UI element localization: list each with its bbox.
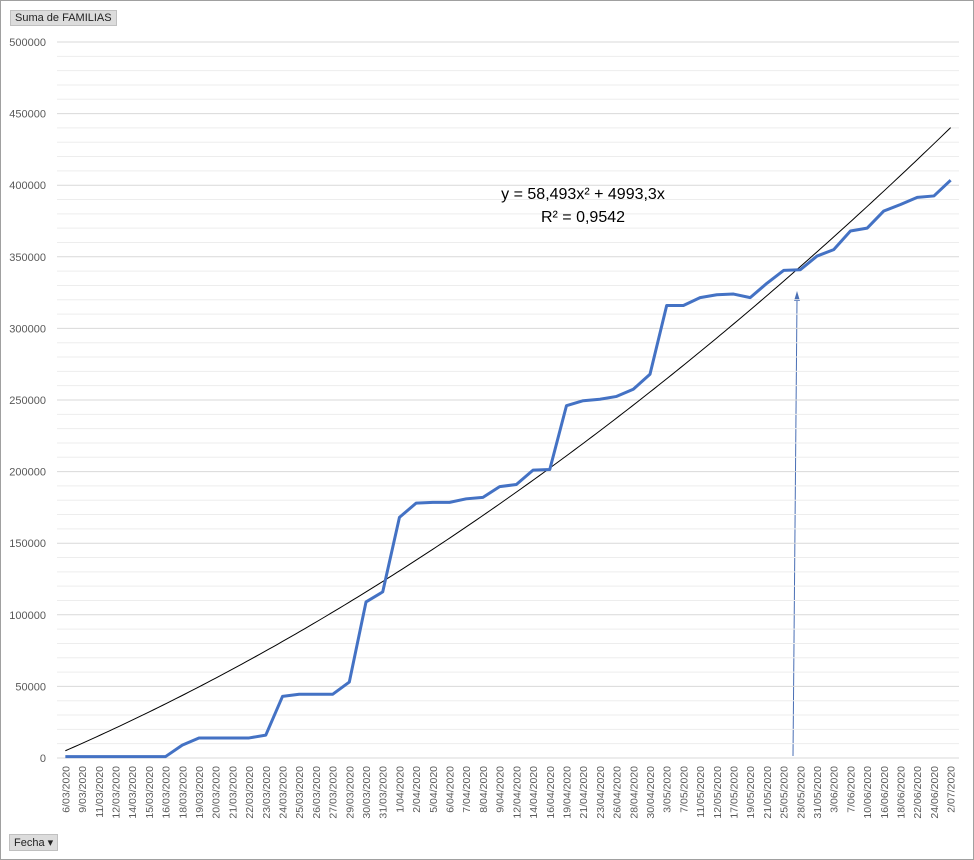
x-tick-label: 24/03/2020 (278, 766, 290, 819)
annotation-arrow (792, 298, 798, 757)
x-tick-label: 21/04/2020 (578, 766, 590, 819)
y-tick-label: 0 (40, 753, 46, 765)
x-tick-label: 25/05/2020 (779, 766, 791, 819)
field-button[interactable]: Suma de FAMILIAS (10, 10, 117, 26)
x-tick-label: 3/06/2020 (829, 766, 841, 813)
x-tick-label: 18/06/2020 (896, 766, 908, 819)
x-tick-label: 26/04/2020 (612, 766, 624, 819)
arrow-head (794, 291, 800, 301)
x-tick-label: 29/03/2020 (344, 766, 356, 819)
x-tick-label: 6/04/2020 (445, 766, 457, 813)
x-tick-label: 31/03/2020 (378, 766, 390, 819)
x-tick-label: 2/04/2020 (411, 766, 423, 813)
x-tick-label: 14/03/2020 (127, 766, 139, 819)
x-tick-label: 11/03/2020 (94, 766, 106, 818)
trendline-r-squared: R² = 0,9542 (541, 209, 625, 226)
x-tick-label: 24/06/2020 (929, 766, 941, 819)
x-tick-label: 16/03/2020 (161, 766, 173, 819)
axis-button-label: Fecha (14, 837, 45, 849)
x-tick-label: 8/04/2020 (478, 766, 490, 813)
x-tick-label: 11/05/2020 (695, 766, 707, 818)
x-tick-label: 7/04/2020 (461, 766, 473, 813)
x-tick-label: 5/04/2020 (428, 766, 440, 813)
y-tick-label: 400000 (9, 180, 46, 192)
y-tick-label: 100000 (9, 610, 46, 622)
x-tick-label: 22/06/2020 (912, 766, 924, 819)
x-tick-label: 15/03/2020 (144, 766, 156, 819)
trendline (65, 127, 951, 752)
x-tick-label: 21/05/2020 (762, 766, 774, 819)
x-tick-label: 7/05/2020 (678, 766, 690, 813)
x-tick-label: 14/04/2020 (528, 766, 540, 819)
x-tick-label: 30/03/2020 (361, 766, 373, 819)
x-tick-label: 19/05/2020 (745, 766, 757, 819)
data-line (65, 179, 952, 759)
x-tick-label: 12/03/2020 (110, 766, 122, 819)
y-tick-label: 150000 (9, 538, 46, 550)
y-tick-label: 200000 (9, 467, 46, 479)
y-tick-label: 350000 (9, 252, 46, 264)
x-tick-label: 16/06/2020 (879, 766, 891, 819)
x-tick-label: 20/03/2020 (211, 766, 223, 819)
y-tick-label: 250000 (9, 395, 46, 407)
x-tick-label: 31/05/2020 (812, 766, 824, 819)
x-tick-label: 28/04/2020 (628, 766, 640, 819)
x-tick-label: 16/04/2020 (545, 766, 557, 819)
y-tick-label: 300000 (9, 323, 46, 335)
y-tick-label: 500000 (9, 37, 46, 49)
x-tick-label: 23/03/2020 (261, 766, 273, 819)
x-tick-label: 17/05/2020 (729, 766, 741, 819)
x-tick-label: 21/03/2020 (227, 766, 239, 819)
x-tick-label: 26/03/2020 (311, 766, 323, 819)
x-tick-label: 10/06/2020 (862, 766, 874, 819)
x-tick-label: 19/04/2020 (561, 766, 573, 819)
x-tick-label: 19/03/2020 (194, 766, 206, 819)
x-tick-label: 3/05/2020 (662, 766, 674, 813)
x-tick-label: 7/06/2020 (845, 766, 857, 813)
x-tick-label: 9/04/2020 (495, 766, 507, 813)
x-tick-label: 1/04/2020 (394, 766, 406, 813)
x-tick-label: 6/03/2020 (60, 766, 72, 813)
x-tick-label: 23/04/2020 (595, 766, 607, 819)
x-tick-label: 9/03/2020 (77, 766, 89, 813)
x-tick-label: 12/05/2020 (712, 766, 724, 819)
x-tick-label: 27/03/2020 (328, 766, 340, 819)
trendline-equation: y = 58,493x² + 4993,3x (501, 186, 665, 203)
y-tick-label: 50000 (15, 681, 46, 693)
y-tick-label: 450000 (9, 109, 46, 121)
x-tick-label: 22/03/2020 (244, 766, 256, 819)
x-tick-label: 12/04/2020 (511, 766, 523, 819)
axis-filter-button[interactable]: Fecha ▾ (9, 834, 59, 851)
x-tick-label: 28/05/2020 (795, 766, 807, 819)
x-tick-label: 2/07/2020 (946, 766, 958, 813)
x-tick-label: 25/03/2020 (294, 766, 306, 819)
x-tick-label: 18/03/2020 (177, 766, 189, 819)
x-tick-label: 30/04/2020 (645, 766, 657, 819)
